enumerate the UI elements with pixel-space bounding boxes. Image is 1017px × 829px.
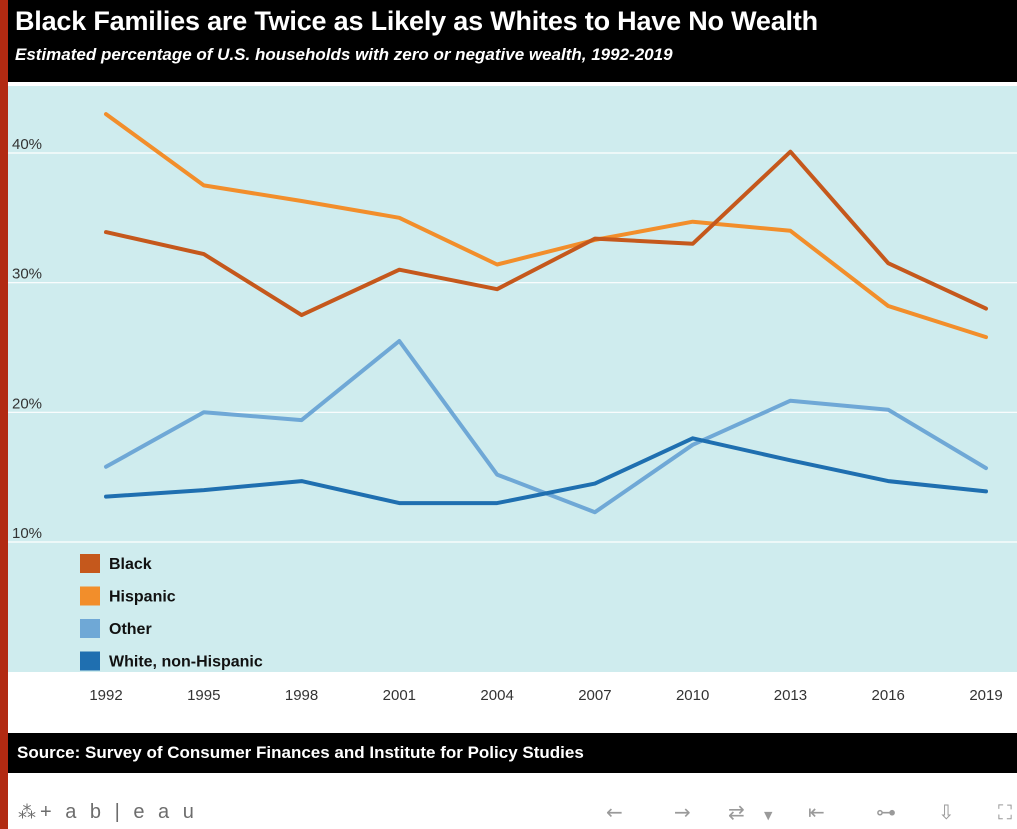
chart-svg[interactable]: 10% 20% 30% 40% 1992 1995 1998 2001 2004 2007 2010… — [8, 82, 1017, 720]
y-tick-label: 40% — [12, 136, 42, 153]
legend-label: Other — [109, 621, 152, 638]
line-chart[interactable]: 10% 20% 30% 40% 1992 1995 1998 2001 2004 2007 2010… — [8, 82, 1017, 720]
chart-header: Black Families are Twice as Likely as Wh… — [8, 0, 1017, 82]
redo-icon[interactable]: → — [674, 800, 691, 824]
x-tick-label: 1992 — [89, 687, 122, 704]
legend-swatch — [80, 651, 100, 671]
share-icon[interactable]: ⊶ — [876, 800, 896, 824]
x-tick-label: 2016 — [872, 687, 905, 704]
reset-icon[interactable]: ⇤ — [808, 800, 825, 824]
tableau-toolbar: ⁂ + a b | e a u ← → ⇄ ▼ ⇤ ⊶ ⇩ ⛶ — [8, 787, 1017, 829]
x-tick-label: 2010 — [676, 687, 709, 704]
legend-label: White, non-Hispanic — [109, 654, 263, 671]
chart-title: Black Families are Twice as Likely as Wh… — [15, 6, 818, 36]
x-tick-label: 2004 — [480, 687, 513, 704]
fullscreen-icon[interactable]: ⛶ — [998, 800, 1012, 824]
x-tick-label: 2001 — [383, 687, 416, 704]
x-tick-label: 2007 — [578, 687, 611, 704]
revert-icon[interactable]: ⇄ — [728, 800, 745, 824]
x-tick-label: 2019 — [969, 687, 1002, 704]
y-tick-label: 30% — [12, 266, 42, 283]
tableau-wordmark: + a b | e a u — [40, 801, 198, 823]
plot-area — [8, 86, 1017, 672]
source-bar: Source: Survey of Consumer Finances and … — [8, 733, 1017, 773]
tableau-logo[interactable]: ⁂ + a b | e a u — [18, 801, 198, 824]
legend-swatch — [80, 554, 100, 573]
y-tick-label: 10% — [12, 525, 42, 542]
x-tick-label: 1995 — [187, 687, 220, 704]
x-tick-label: 1998 — [285, 687, 318, 704]
series-line-hispanic — [104, 112, 988, 340]
legend-swatch — [80, 586, 100, 606]
x-tick-label: 2013 — [774, 687, 807, 704]
legend-label: Hispanic — [109, 589, 176, 606]
series-line-black — [104, 149, 988, 318]
tableau-mark-icon: ⁂ — [18, 802, 36, 822]
y-tick-label: 20% — [12, 395, 42, 412]
legend-label: Black — [109, 556, 152, 573]
dropdown-icon[interactable]: ▼ — [764, 809, 773, 822]
legend-swatch — [80, 619, 100, 638]
download-icon[interactable]: ⇩ — [938, 800, 955, 824]
series-line-white-non-hispanic — [104, 436, 988, 506]
source-note: Source: Survey of Consumer Finances and … — [17, 743, 584, 762]
tableau-viz-frame: Black Families are Twice as Likely as Wh… — [8, 0, 1017, 829]
chart-subtitle: Estimated percentage of U.S. households … — [15, 45, 673, 64]
undo-icon[interactable]: ← — [606, 800, 623, 824]
